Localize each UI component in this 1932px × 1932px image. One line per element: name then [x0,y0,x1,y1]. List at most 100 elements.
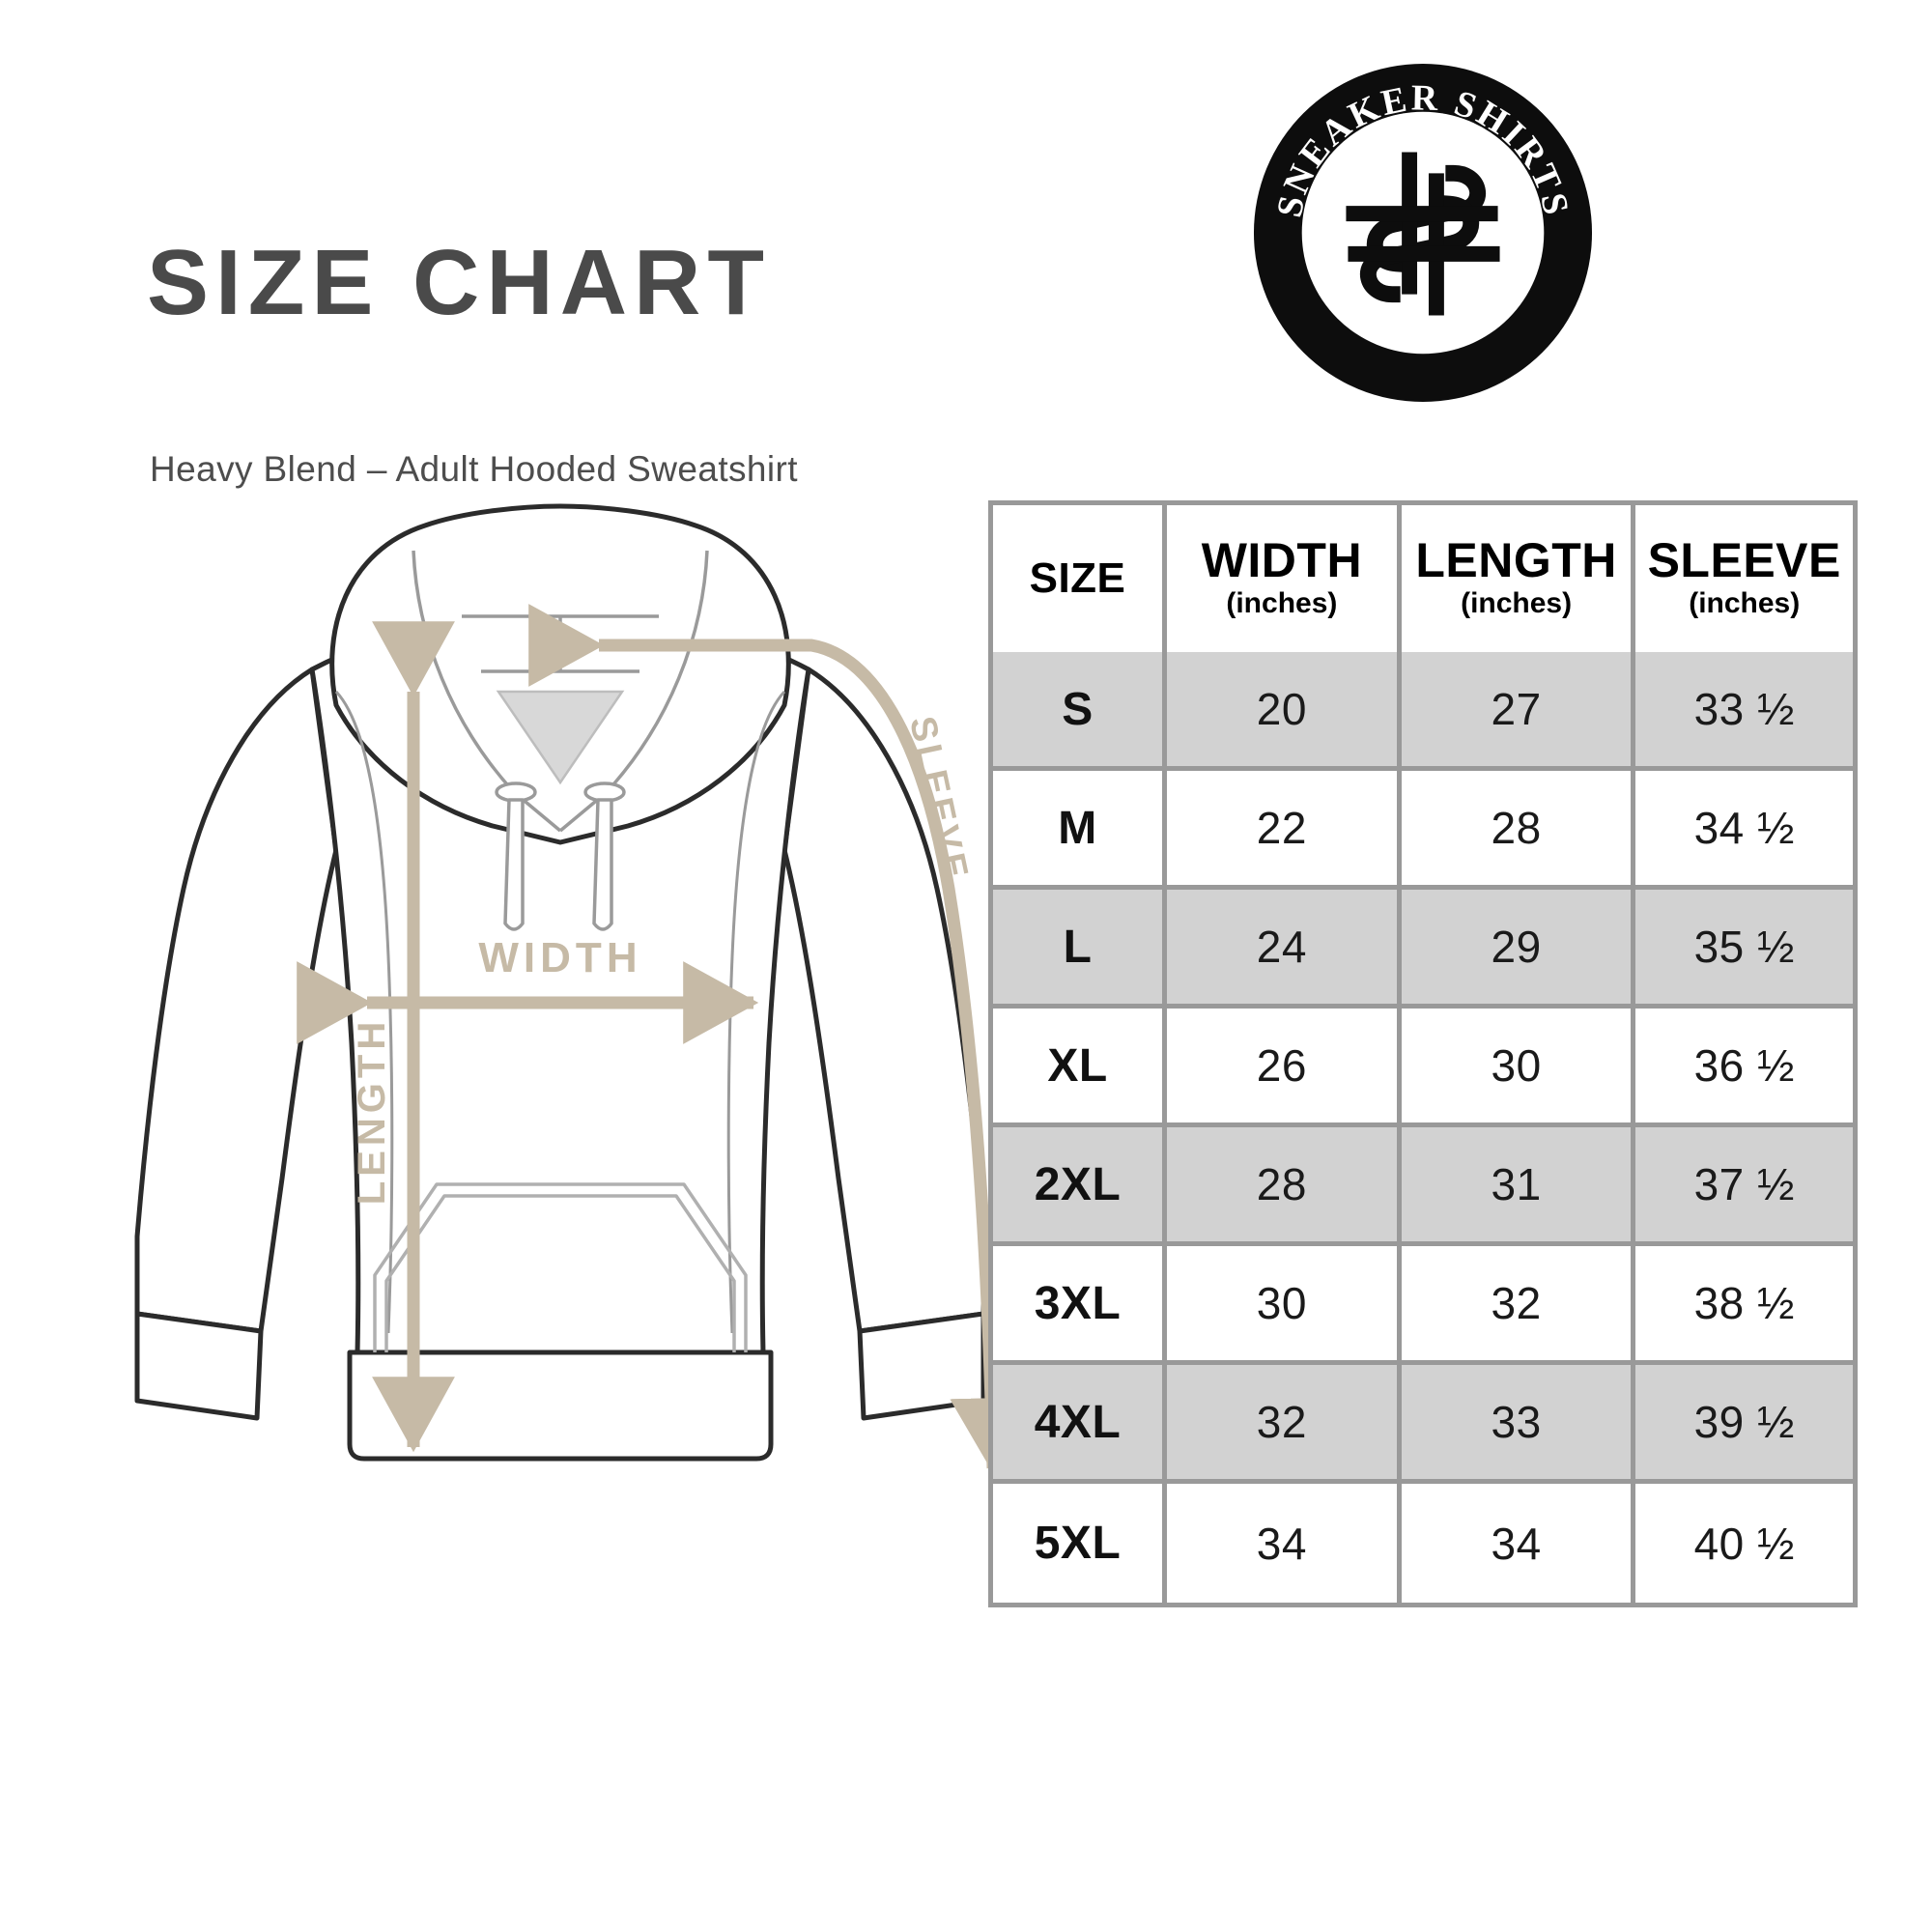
cell-size: 5XL [993,1484,1168,1603]
length-value: 29 [1491,922,1542,972]
width-value: 24 [1256,922,1307,972]
size-table: SIZE WIDTH (inches) LENGTH (inches) SLEE… [988,500,1858,1607]
header-cell-size: SIZE [993,505,1168,652]
sleeve-value: 38 ½ [1693,1278,1795,1328]
logo-inner-disc [1301,111,1545,355]
table-row: XL 26 30 36 ½ [993,1009,1853,1127]
width-value: 26 [1256,1040,1307,1091]
cell-sleeve: 35 ½ [1635,890,1853,1009]
right-drawstring [592,798,613,931]
cell-width: 26 [1167,1009,1402,1127]
length-value: 34 [1491,1518,1542,1569]
cell-size: 4XL [993,1365,1168,1484]
header-cell-width: WIDTH (inches) [1167,505,1402,652]
header-title-sleeve: SLEEVE [1647,532,1841,587]
table-row: 3XL 30 32 38 ½ [993,1246,1853,1365]
sleeve-value: 35 ½ [1693,922,1795,972]
cell-sleeve: 33 ½ [1635,652,1853,771]
size-value: 3XL [1034,1277,1122,1329]
size-table-body: S 20 27 33 ½ M 22 28 34 ½ L 24 29 35 ½ X… [993,652,1853,1603]
cell-length: 34 [1401,1484,1636,1603]
table-row: S 20 27 33 ½ [993,652,1853,771]
table-row: M 22 28 34 ½ [993,771,1853,890]
cell-size: L [993,890,1168,1009]
table-row: L 24 29 35 ½ [993,890,1853,1009]
cell-length: 33 [1401,1365,1636,1484]
cell-size: 2XL [993,1127,1168,1246]
width-value: 22 [1256,803,1307,853]
length-value: 32 [1491,1278,1542,1328]
cell-sleeve: 37 ½ [1635,1127,1853,1246]
sleeve-value: 40 ½ [1693,1518,1795,1569]
cell-width: 34 [1167,1484,1402,1603]
width-value: 30 [1256,1278,1307,1328]
header-row: SIZE WIDTH (inches) LENGTH (inches) SLEE… [993,505,1853,652]
hoodie-diagram: WIDTH LENGTH SLEEVE [77,502,1043,1604]
cell-width: 28 [1167,1127,1402,1246]
left-sleeve [134,667,339,1334]
cell-length: 32 [1401,1246,1636,1365]
page-title: SIZE CHART [147,231,771,334]
left-cuff [134,1311,264,1421]
header-unit-width: (inches) [1226,586,1338,619]
width-value: 20 [1256,684,1307,734]
size-value: 2XL [1034,1158,1122,1210]
cell-sleeve: 34 ½ [1635,771,1853,890]
cell-length: 30 [1401,1009,1636,1127]
length-value: 33 [1491,1397,1542,1447]
left-drawstring [503,798,525,931]
size-value: S [1062,683,1094,735]
header-cell-sleeve: SLEEVE (inches) [1635,505,1853,652]
width-value: 32 [1256,1397,1307,1447]
table-row: 4XL 32 33 39 ½ [993,1365,1853,1484]
cell-width: 20 [1167,652,1402,771]
cell-width: 32 [1167,1365,1402,1484]
cell-length: 28 [1401,771,1636,890]
brand-logo: SNEAKER SHIRTS OUTLET.COM [1250,60,1596,406]
size-table-head: SIZE WIDTH (inches) LENGTH (inches) SLEE… [993,505,1853,652]
product-subtitle: Heavy Blend – Adult Hooded Sweatshirt [150,449,798,489]
width-value: 34 [1256,1518,1307,1569]
size-value: M [1058,802,1097,854]
cell-width: 24 [1167,890,1402,1009]
length-value: 28 [1491,803,1542,853]
header-unit-length: (inches) [1461,586,1573,619]
header-unit-sleeve: (inches) [1689,586,1801,619]
sleeve-arrow [528,604,1034,1474]
cell-size: 3XL [993,1246,1168,1365]
cell-sleeve: 36 ½ [1635,1009,1853,1127]
header-cell-length: LENGTH (inches) [1401,505,1636,652]
cell-size: XL [993,1009,1168,1127]
header-title-width: WIDTH [1201,532,1363,587]
length-value: 27 [1491,684,1542,734]
header-title-length: LENGTH [1415,532,1617,587]
width-label: WIDTH [478,934,641,981]
sleeve-value: 36 ½ [1693,1040,1795,1091]
header-title-size: SIZE [1029,554,1126,602]
size-value: 5XL [1034,1518,1122,1569]
cell-size: S [993,652,1168,771]
sleeve-value: 33 ½ [1693,684,1795,734]
cell-length: 31 [1401,1127,1636,1246]
width-value: 28 [1256,1159,1307,1209]
length-value: 30 [1491,1040,1542,1091]
sleeve-value: 34 ½ [1693,803,1795,853]
cell-size: M [993,771,1168,890]
table-row: 2XL 28 31 37 ½ [993,1127,1853,1246]
sleeve-value: 37 ½ [1693,1159,1795,1209]
cell-length: 27 [1401,652,1636,771]
table-row: 5XL 34 34 40 ½ [993,1484,1853,1603]
cell-width: 30 [1167,1246,1402,1365]
sleeve-value: 39 ½ [1693,1397,1795,1447]
cell-length: 29 [1401,890,1636,1009]
cell-sleeve: 39 ½ [1635,1365,1853,1484]
size-value: 4XL [1034,1396,1122,1448]
length-value: 31 [1491,1159,1542,1209]
size-value: XL [1047,1039,1108,1092]
right-cuff [857,1311,986,1421]
length-label: LENGTH [351,1017,393,1205]
cell-sleeve: 40 ½ [1635,1484,1853,1603]
size-value: L [1063,921,1093,973]
cell-sleeve: 38 ½ [1635,1246,1853,1365]
